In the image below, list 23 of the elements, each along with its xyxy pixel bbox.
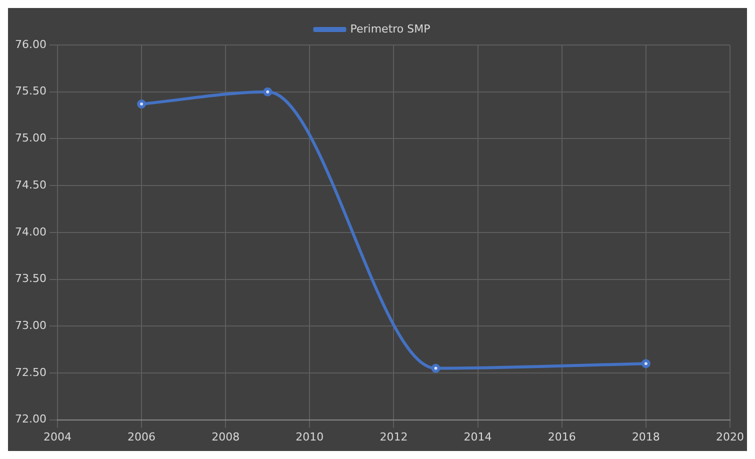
x-tick-label: 2008	[212, 430, 240, 444]
point	[137, 100, 146, 109]
legend-label: Perimetro SMP	[350, 22, 431, 36]
y-tick-label: 74.00	[14, 225, 46, 238]
y-tick-label: 75.00	[14, 132, 46, 145]
y-tick-label: 76.00	[14, 38, 46, 51]
y-tick-label: 73.00	[14, 318, 46, 332]
y-tick-label: 72.50	[14, 366, 46, 379]
point	[263, 87, 272, 96]
point	[641, 359, 650, 368]
y-tick-label: 75.50	[14, 84, 46, 98]
x-tick-label: 2014	[464, 430, 492, 444]
x-tick-label: 2012	[380, 430, 408, 444]
x-tick-label: 2018	[632, 430, 660, 444]
y-tick-label: 72.00	[14, 412, 46, 426]
y-tick-label: 73.50	[14, 272, 46, 286]
x-tick-label: 2004	[43, 430, 72, 444]
x-tick-label: 2006	[128, 430, 156, 444]
x-tick-label: 2016	[548, 430, 576, 444]
x-tick-label: 2010	[296, 430, 324, 444]
point	[431, 364, 440, 373]
y-tick-label: 74.50	[14, 178, 46, 192]
x-tick-label: 2020	[716, 430, 744, 444]
